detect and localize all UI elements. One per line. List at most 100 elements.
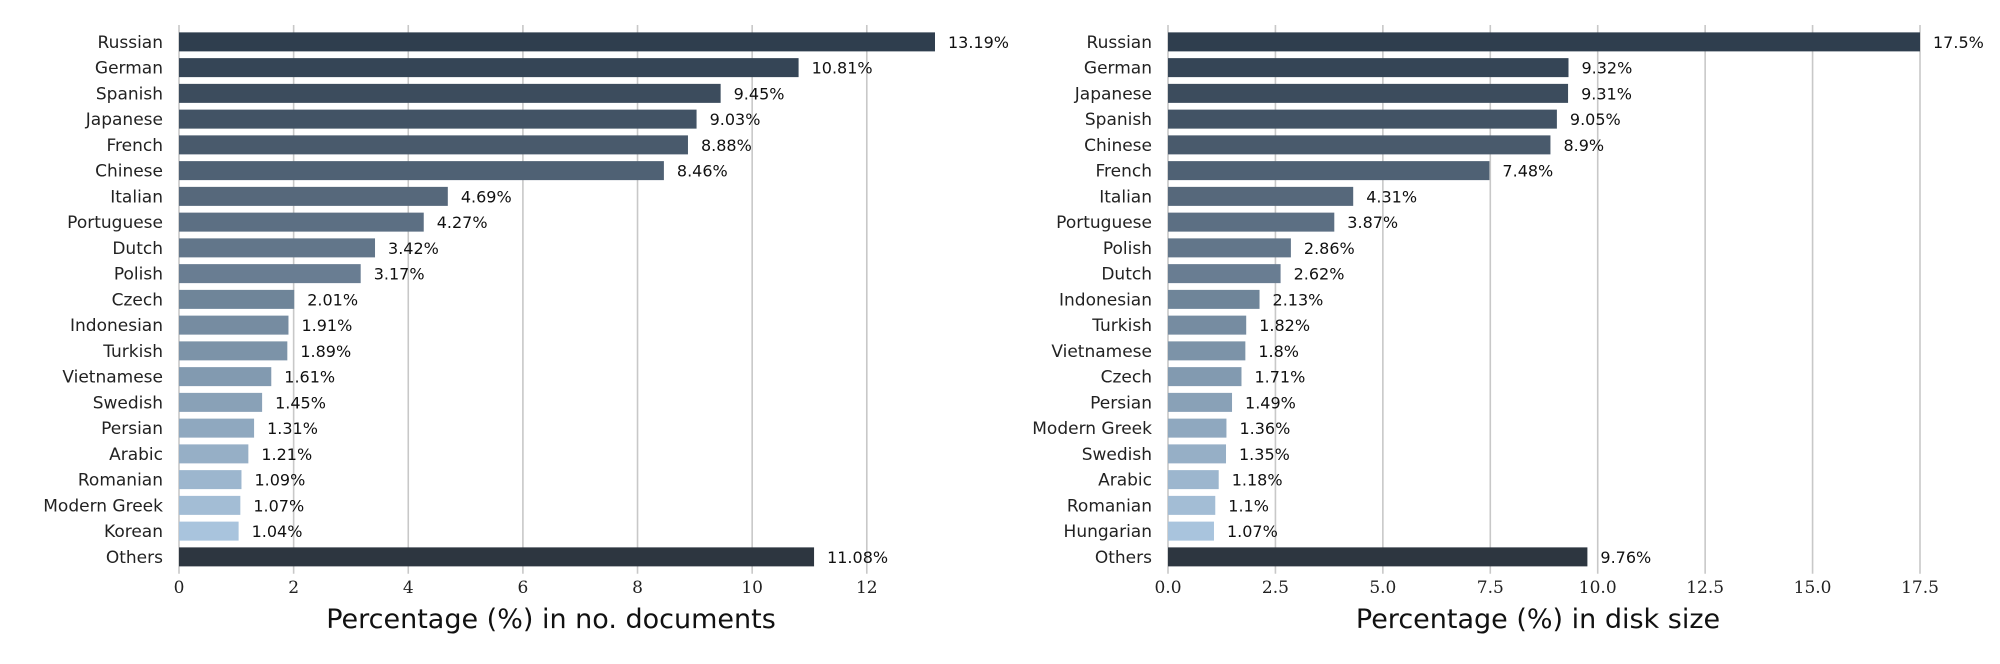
bar-arabic: [1168, 470, 1219, 490]
x-tick-label: 6: [517, 578, 528, 598]
category-label: Arabic: [109, 445, 163, 465]
category-label: Arabic: [1098, 471, 1152, 491]
category-label: Russian: [1087, 33, 1152, 53]
value-label: 1.89%: [300, 342, 351, 361]
category-label: French: [106, 136, 163, 156]
value-label: 9.32%: [1581, 59, 1632, 78]
category-label: Others: [106, 548, 163, 568]
value-label: 1.71%: [1254, 368, 1305, 387]
category-label: Spanish: [96, 84, 163, 104]
x-tick-label: 12: [856, 578, 878, 598]
category-label: Vietnamese: [1051, 342, 1152, 362]
category-labels: Russian German Japanese Spanish Chinese Frenc…: [1032, 33, 1152, 568]
category-label: Portuguese: [67, 213, 163, 233]
bar-indonesian: [1168, 289, 1260, 309]
bar-japanese: [179, 109, 697, 129]
value-label: 8.46%: [677, 162, 728, 181]
value-label: 7.48%: [1502, 162, 1553, 181]
value-label: 17.5%: [1933, 33, 1984, 52]
bar-turkish: [179, 341, 288, 361]
value-label: 4.27%: [437, 213, 488, 232]
value-label: 13.19%: [948, 33, 1009, 52]
category-label: Italian: [1099, 187, 1152, 207]
bar-italian: [1168, 186, 1354, 206]
bar-chinese: [1168, 135, 1551, 155]
x-tick-labels: 0.0 2.5 5.0 7.5 10.0 12.5 15.0 17.5: [1154, 578, 1938, 598]
value-label: 1.07%: [1227, 522, 1278, 541]
x-tick-label: 15.0: [1794, 578, 1832, 598]
category-label: Russian: [98, 33, 163, 53]
value-label: 2.01%: [307, 290, 358, 309]
x-axis-title: Percentage (%) in disk size: [1356, 604, 1720, 635]
category-label: Indonesian: [70, 316, 163, 336]
value-label: 1.49%: [1245, 393, 1296, 412]
category-label: Czech: [112, 290, 163, 310]
value-label: 1.18%: [1232, 471, 1283, 490]
bar-japanese: [1168, 83, 1569, 103]
category-label: Polish: [1103, 239, 1152, 259]
category-label: French: [1095, 162, 1152, 182]
value-label: 4.31%: [1366, 187, 1417, 206]
bar-turkish: [1168, 315, 1247, 335]
category-label: German: [1084, 59, 1152, 79]
bar-german: [179, 58, 799, 78]
bar-vietnamese: [179, 367, 272, 387]
x-tick-label: 4: [403, 578, 414, 598]
bar-german: [1168, 58, 1569, 78]
value-label: 1.35%: [1239, 445, 1290, 464]
value-label: 1.61%: [284, 368, 335, 387]
x-tick-label: 7.5: [1477, 578, 1504, 598]
bar-others: [179, 547, 815, 567]
category-label: Persian: [101, 419, 163, 439]
bar-portuguese: [179, 212, 424, 232]
category-label: Japanese: [85, 110, 163, 130]
bar-spanish: [1168, 109, 1557, 129]
value-label: 1.8%: [1258, 342, 1299, 361]
category-label: Spanish: [1085, 110, 1152, 130]
value-label: 1.31%: [267, 419, 318, 438]
category-labels: Russian German Spanish Japanese French Chines…: [43, 33, 163, 568]
category-label: Modern Greek: [43, 496, 163, 516]
value-label: 8.9%: [1563, 136, 1604, 155]
bar-french: [179, 135, 688, 155]
x-tick-labels: 0 2 4 6 8 10 12: [174, 578, 878, 598]
value-labels: 13.19% 10.81% 9.45% 9.03% 8.88% 8.46% 4.69% 4.2…: [252, 33, 1009, 567]
x-tick-label: 8: [632, 578, 643, 598]
category-label: Czech: [1101, 368, 1152, 388]
category-label: Others: [1095, 548, 1152, 568]
value-label: 8.88%: [701, 136, 752, 155]
value-label: 3.17%: [374, 265, 425, 284]
bar-russian: [1168, 32, 1920, 52]
value-labels: 17.5% 9.32% 9.31% 9.05% 8.9% 7.48% 4.31% 3.87% 2…: [1227, 33, 1984, 567]
bar-persian: [179, 418, 255, 438]
value-label: 2.13%: [1273, 290, 1324, 309]
bar-korean: [179, 521, 239, 541]
category-label: Vietnamese: [62, 368, 163, 388]
bar-russian: [179, 32, 935, 52]
category-label: Chinese: [95, 162, 163, 182]
value-label: 10.81%: [812, 59, 873, 78]
bar-vietnamese: [1168, 341, 1246, 361]
bar-italian: [179, 186, 448, 206]
value-label: 2.62%: [1294, 265, 1345, 284]
value-label: 1.36%: [1239, 419, 1290, 438]
category-label: Romanian: [1067, 496, 1152, 516]
value-label: 2.86%: [1304, 239, 1355, 258]
bar-swedish: [179, 392, 263, 412]
value-label: 9.03%: [710, 110, 761, 129]
bar-dutch: [1168, 264, 1281, 284]
value-label: 3.87%: [1347, 213, 1398, 232]
x-tick-label: 17.5: [1901, 578, 1939, 598]
category-label: German: [95, 59, 163, 79]
bar-swedish: [1168, 444, 1227, 464]
x-tick-label: 5.0: [1369, 578, 1396, 598]
bar-romanian: [179, 470, 242, 490]
bar-romanian: [1168, 495, 1216, 515]
category-label: Hungarian: [1064, 522, 1152, 542]
value-label: 1.45%: [275, 393, 326, 412]
category-label: Dutch: [112, 239, 163, 259]
bar-french: [1168, 161, 1490, 181]
category-label: Swedish: [93, 393, 163, 413]
category-label: Portuguese: [1056, 213, 1152, 233]
bar-czech: [179, 289, 295, 309]
